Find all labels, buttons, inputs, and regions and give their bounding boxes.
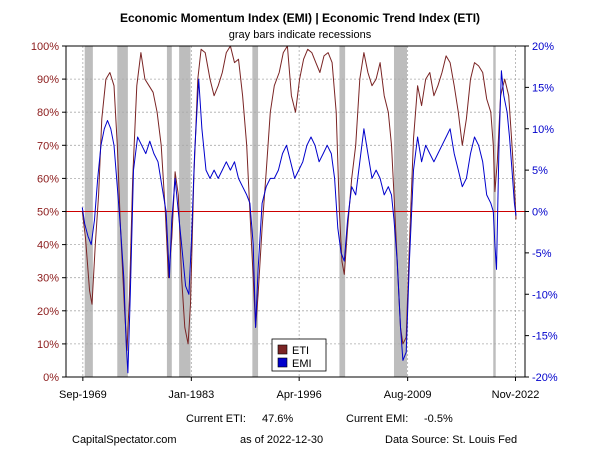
x-tick-label: Aug-2009 (384, 389, 432, 401)
right-tick-label: 15% (532, 82, 554, 94)
chart-title: Economic Momentum Index (EMI) | Economic… (120, 11, 480, 25)
data-source: Data Source: St. Louis Fed (385, 434, 517, 446)
left-tick-label: 50% (37, 207, 59, 219)
right-tick-label: -15% (532, 331, 558, 343)
left-tick-label: 20% (37, 306, 59, 318)
chart-subtitle: gray bars indicate recessions (229, 29, 372, 41)
right-axis-ticks: -20% -15% -10% -5% 0% 5% 10% 15% 20% (525, 41, 558, 384)
left-tick-label: 30% (37, 273, 59, 285)
current-eti-value: 47.6% (262, 413, 293, 425)
left-tick-label: 10% (37, 339, 59, 351)
legend-label-eti: ETI (292, 345, 309, 357)
series-line-eti (81, 45, 517, 351)
site-credit: CapitalSpectator.com (72, 434, 177, 446)
x-axis-ticks: Sep-1969 Jan-1983 Apr-1996 Aug-2009 Nov-2022 (59, 377, 539, 401)
x-tick-label: Jan-1983 (168, 389, 214, 401)
current-eti-label: Current ETI: (186, 413, 246, 425)
left-axis-ticks: 0% 10% 20% 30% 40% 50% 60% 70% 80% 90% 100% (31, 41, 66, 384)
x-tick-label: Sep-1969 (59, 389, 107, 401)
left-tick-label: 60% (37, 173, 59, 185)
legend-swatch-emi (277, 357, 288, 368)
right-tick-label: -5% (532, 248, 552, 260)
left-tick-label: 70% (37, 140, 59, 152)
left-tick-label: 80% (37, 107, 59, 119)
right-tick-label: 5% (532, 165, 548, 177)
left-tick-label: 40% (37, 240, 59, 252)
series-line-emi (81, 70, 517, 374)
current-emi-label: Current EMI: (346, 413, 408, 425)
x-tick-label: Nov-2022 (492, 389, 540, 401)
right-tick-label: -20% (532, 372, 558, 384)
right-tick-label: 0% (532, 207, 548, 219)
right-tick-label: 20% (532, 41, 554, 53)
legend-swatch-eti (277, 344, 288, 355)
left-tick-label: 90% (37, 74, 59, 86)
left-tick-label: 0% (43, 372, 59, 384)
right-tick-label: 10% (532, 124, 554, 136)
x-tick-label: Apr-1996 (277, 389, 322, 401)
legend-label-emi: EMI (292, 358, 312, 370)
current-emi-value: -0.5% (424, 413, 453, 425)
series-lines (81, 45, 517, 374)
left-tick-label: 100% (31, 41, 59, 53)
right-tick-label: -10% (532, 289, 558, 301)
as-of-date: as of 2022-12-30 (240, 434, 323, 446)
